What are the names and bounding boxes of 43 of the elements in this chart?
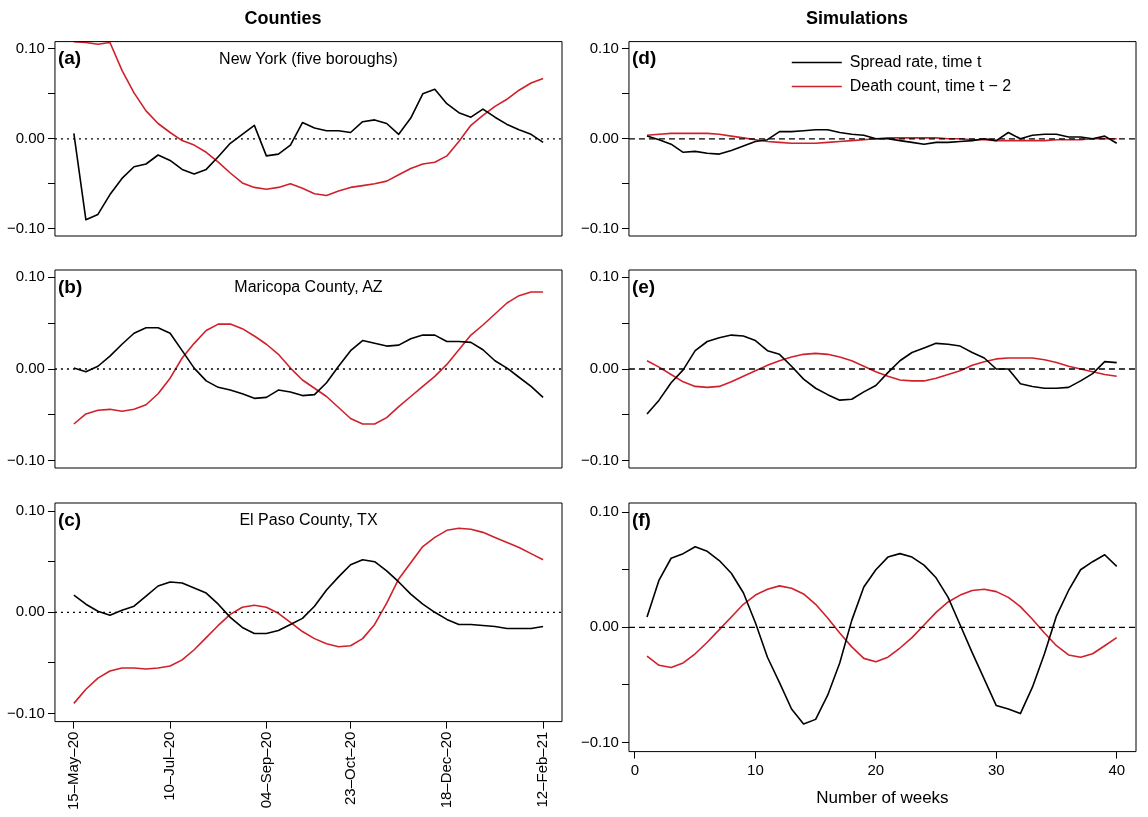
- x-tick-label: 30: [987, 760, 1005, 778]
- annotation: El Paso County, TX: [239, 511, 378, 529]
- y-tick-label: 0.10: [15, 501, 45, 519]
- x-tick-label: 10–Jul–20: [160, 731, 178, 801]
- annotation: (c): [57, 508, 82, 530]
- x-tick-label: 15–May–20: [64, 731, 81, 811]
- y-tick-label: 0.10: [15, 38, 45, 56]
- y-tick-label: 0.10: [589, 502, 619, 520]
- y-tick-label: −0.10: [6, 450, 45, 468]
- x-tick-label: 40: [1108, 760, 1126, 778]
- x-tick-label: 18–Dec–20: [436, 731, 454, 809]
- x-tick-label: 0: [630, 760, 640, 778]
- x-tick-label: 04–Sep–20: [256, 731, 274, 809]
- y-tick-label: −0.10: [6, 703, 45, 721]
- annotation: (f): [631, 508, 651, 530]
- y-tick-label: 0.00: [15, 128, 45, 146]
- annotation: (d): [631, 47, 657, 69]
- y-tick-label: −0.10: [580, 450, 619, 468]
- legend-label: Death count, time t − 2: [849, 77, 1012, 95]
- y-tick-label: 0.10: [15, 267, 45, 285]
- y-tick-label: 0.00: [15, 359, 45, 377]
- y-tick-label: −0.10: [580, 218, 619, 236]
- annotation: (b): [57, 275, 83, 297]
- x-axis-title: Number of weeks: [816, 788, 949, 808]
- annotation: (a): [57, 47, 82, 69]
- annotation: (e): [631, 275, 656, 297]
- y-tick-label: −0.10: [6, 218, 45, 236]
- y-tick-label: −0.10: [580, 732, 619, 750]
- y-tick-label: 0.00: [589, 128, 619, 146]
- y-tick-label: 0.00: [589, 617, 619, 635]
- chart-title: Simulations: [805, 7, 909, 28]
- legend-label: Spread rate, time t: [849, 53, 982, 71]
- annotation: New York (five boroughs): [219, 50, 398, 68]
- y-tick-label: 0.00: [15, 602, 45, 620]
- y-tick-label: 0.10: [589, 267, 619, 285]
- x-tick-label: 23–Oct–20: [340, 731, 358, 805]
- annotation: Maricopa County, AZ: [234, 278, 383, 296]
- y-tick-label: 0.00: [589, 359, 619, 377]
- x-tick-label: 10: [747, 760, 764, 778]
- x-tick-label: 12–Feb–21: [533, 731, 551, 808]
- y-tick-label: 0.10: [589, 38, 619, 56]
- x-tick-label: 20: [867, 760, 885, 778]
- chart-title: Counties: [244, 7, 322, 28]
